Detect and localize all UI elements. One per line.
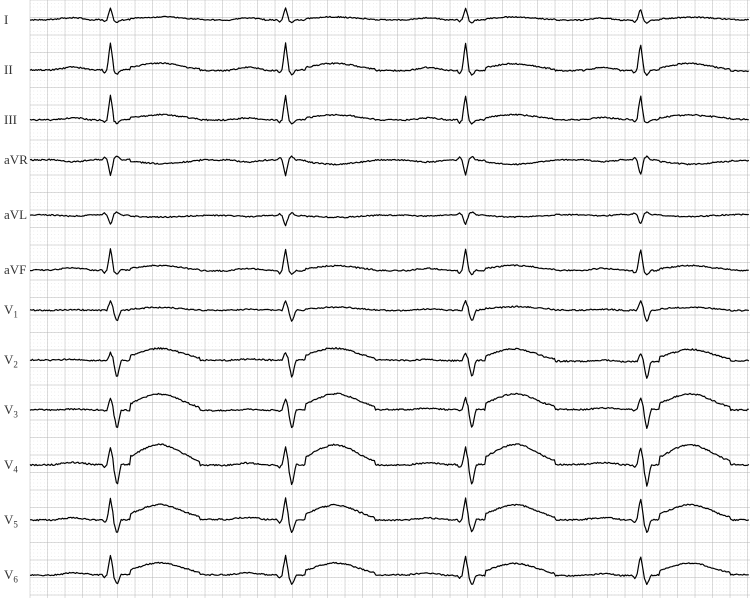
trace-V1 <box>30 301 749 322</box>
trace-aVL <box>30 212 749 226</box>
trace-V5 <box>30 498 749 533</box>
trace-I <box>30 8 749 23</box>
ecg-traces <box>0 0 753 598</box>
trace-V2 <box>30 348 749 379</box>
trace-V3 <box>30 393 749 428</box>
ecg-chart: IIIIIIaVRaVLaVFV1V2V3V4V5V6 <box>0 0 753 598</box>
trace-II <box>30 43 749 76</box>
trace-aVF <box>30 249 749 275</box>
trace-V6 <box>30 555 749 584</box>
trace-V4 <box>30 444 749 486</box>
trace-aVR <box>30 156 749 176</box>
trace-III <box>30 95 749 124</box>
